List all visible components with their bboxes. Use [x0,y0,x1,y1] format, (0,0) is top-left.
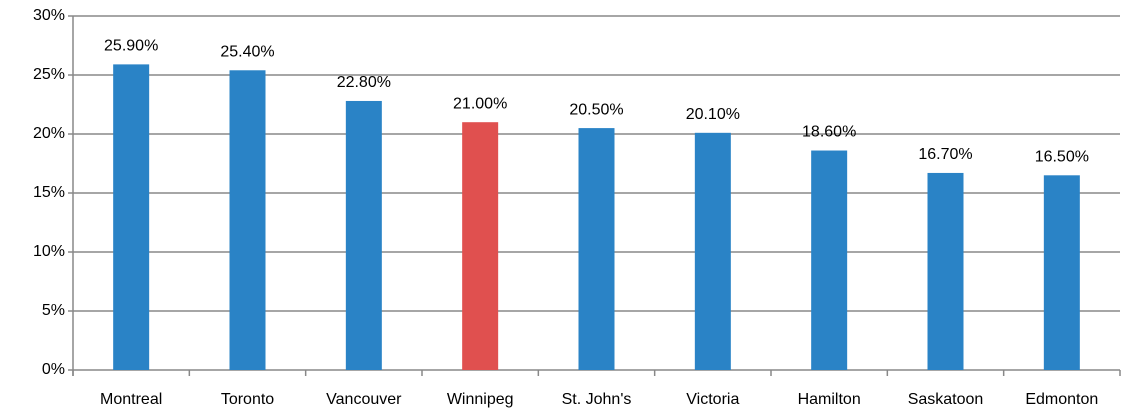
x-tick-label: Saskatoon [908,391,984,408]
bar [927,172,964,370]
x-tick-label: Edmonton [1025,391,1098,408]
value-label: 16.70% [918,146,972,163]
y-tick-label: 5% [42,302,65,319]
bar [113,64,150,370]
value-label: 20.50% [569,101,623,118]
y-tick-label: 30% [33,7,65,24]
bar [1043,175,1080,370]
x-tick-label: Victoria [686,391,739,408]
x-tick-label: St. John's [562,391,632,408]
value-label: 18.60% [802,124,856,141]
y-tick-label: 15% [33,184,65,201]
bar [462,122,499,370]
value-label: 25.90% [104,38,158,55]
y-tick-label: 25% [33,66,65,83]
y-tick-label: 0% [42,361,65,378]
y-tick-label: 20% [33,125,65,142]
value-label: 22.80% [337,74,391,91]
bar [694,132,731,370]
y-tick-label: 10% [33,243,65,260]
x-tick-label: Vancouver [326,391,402,408]
value-label: 21.00% [453,95,507,112]
value-label: 25.40% [220,43,274,60]
value-label: 20.10% [686,106,740,123]
x-tick-label: Winnipeg [447,391,514,408]
bar [578,128,615,370]
x-tick-label: Toronto [221,391,274,408]
bar [811,150,848,370]
value-label: 16.50% [1035,149,1089,166]
x-tick-label: Hamilton [798,391,861,408]
x-tick-label: Montreal [100,391,162,408]
bar [229,70,266,370]
bar [345,100,382,371]
